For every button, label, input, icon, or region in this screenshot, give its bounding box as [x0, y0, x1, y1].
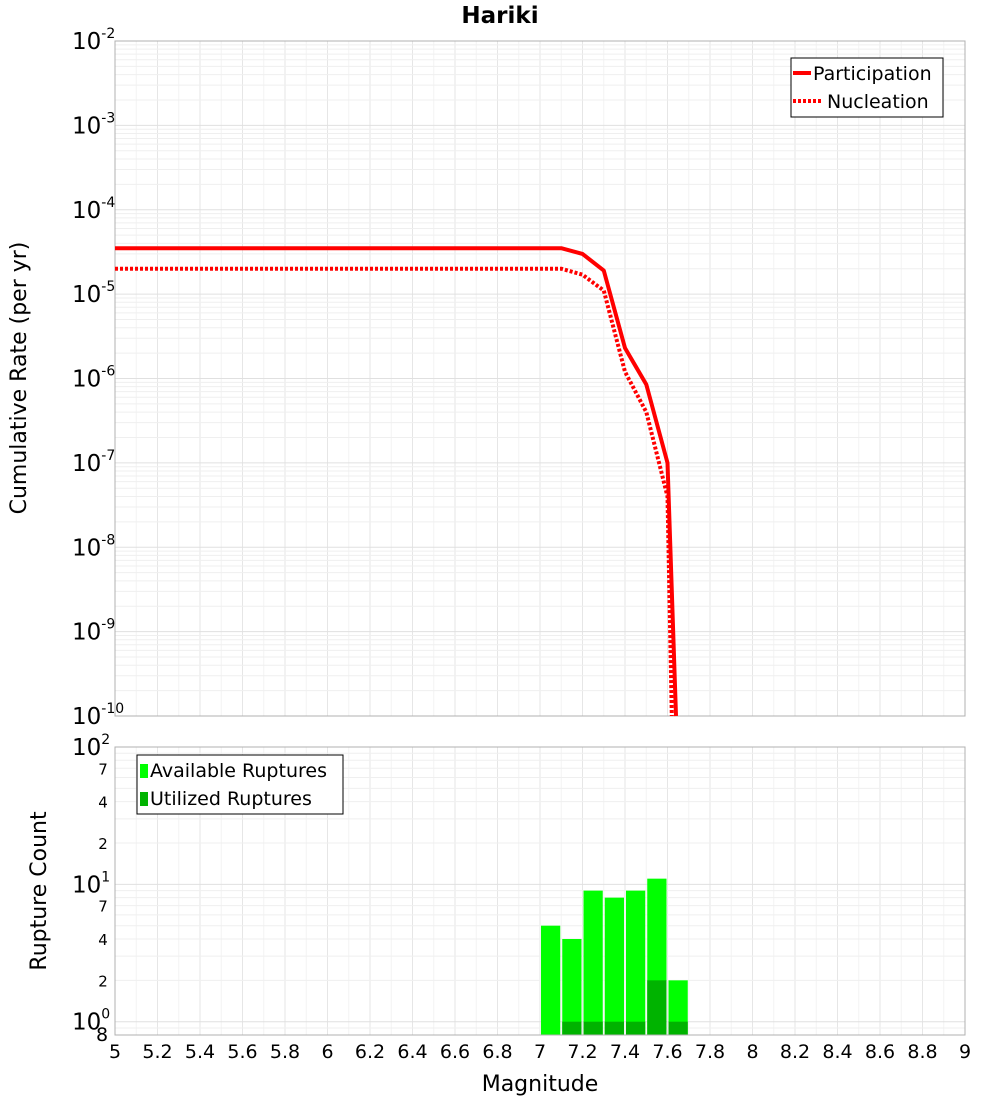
utilized-bar — [668, 1021, 688, 1035]
available-bar — [562, 939, 582, 1035]
count-y-minor-tick-label: 2 — [98, 835, 108, 853]
x-tick-label: 7.6 — [652, 1041, 682, 1063]
count-y-axis-label: Rupture Count — [27, 811, 52, 971]
count-grid — [114, 747, 966, 1036]
x-tick-label: 9 — [959, 1041, 971, 1063]
series-line-participation — [115, 246, 678, 717]
rate-y-axis-label: Cumulative Rate (per yr) — [7, 242, 32, 515]
x-tick-label: 8.2 — [780, 1041, 810, 1063]
rate-y-tick-label: 10-7 — [72, 448, 115, 477]
count-y-minor-tick-label: 4 — [98, 794, 108, 812]
utilized-bar — [604, 1021, 624, 1035]
available-bar — [583, 890, 603, 1035]
count-y-ticks: 102 101 100 7 4 2 7 4 2 8 — [72, 732, 110, 1046]
rate-panel: 10-2 10-3 10-4 10-5 10-6 10-7 10-8 10-9 10-10 Cu… — [7, 26, 966, 730]
rate-y-tick-label: 10-2 — [72, 26, 115, 55]
x-tick-label: 5.8 — [270, 1041, 300, 1063]
x-tick-label: 6 — [321, 1041, 333, 1063]
legend-nucleation-label: Nucleation — [827, 91, 929, 113]
count-bars — [541, 878, 688, 1035]
available-bar — [604, 897, 624, 1035]
rate-grid — [114, 41, 966, 717]
x-tick-label: 7.8 — [695, 1041, 725, 1063]
rate-plot-frame — [114, 40, 966, 717]
rate-y-tick-label: 10-10 — [72, 701, 124, 730]
x-tick-label: 6.4 — [397, 1041, 427, 1063]
count-y-minor-tick-label: 7 — [98, 760, 108, 778]
count-y-minor-tick-label: 8 — [96, 1024, 108, 1046]
legend-utilized-label: Utilized Ruptures — [150, 788, 312, 810]
x-tick-label: 7.2 — [567, 1041, 597, 1063]
x-tick-label: 6.2 — [355, 1041, 385, 1063]
rate-series — [115, 246, 678, 717]
count-plot-frame — [114, 746, 966, 1036]
x-tick-label: 8.4 — [822, 1041, 852, 1063]
series-line-nucleation — [115, 266, 674, 717]
legend-participation-label: Participation — [813, 63, 932, 85]
utilized-bar — [562, 1021, 582, 1035]
legend-available-swatch — [140, 764, 148, 778]
magnitude-x-ticks: 5 5.2 5.4 5.6 5.8 6 6.2 6.4 6.6 6.8 7 7.2 7.4 7.6 7.8 8… — [109, 1041, 971, 1063]
count-y-tick-label: 102 — [72, 732, 110, 761]
utilized-bar — [583, 1021, 603, 1035]
available-bar — [626, 890, 646, 1035]
utilized-bar — [647, 980, 667, 1035]
count-y-minor-tick-label: 4 — [98, 931, 108, 949]
x-tick-label: 6.6 — [440, 1041, 470, 1063]
x-tick-label: 8.6 — [865, 1041, 895, 1063]
rate-y-tick-label: 10-8 — [72, 532, 115, 561]
count-y-minor-tick-label: 2 — [98, 972, 108, 990]
count-legend-box — [136, 754, 344, 815]
x-tick-label: 6.8 — [482, 1041, 512, 1063]
utilized-bar — [626, 1021, 646, 1035]
x-tick-label: 5.2 — [142, 1041, 172, 1063]
rate-y-tick-label: 10-5 — [72, 279, 115, 308]
x-tick-label: 7 — [534, 1041, 546, 1063]
rate-y-tick-label: 10-9 — [72, 617, 115, 646]
x-tick-label: 8.8 — [907, 1041, 937, 1063]
legend-utilized-swatch — [140, 792, 148, 806]
count-y-minor-tick-label: 7 — [98, 898, 108, 916]
available-bar — [541, 925, 561, 1035]
rate-y-tick-label: 10-3 — [72, 110, 115, 139]
rate-legend: Participation Nucleation — [790, 57, 944, 118]
x-tick-label: 5 — [109, 1041, 121, 1063]
count-y-tick-label: 100 — [72, 1007, 110, 1036]
x-tick-label: 7.4 — [610, 1041, 640, 1063]
x-axis-label: Magnitude — [482, 1072, 599, 1097]
chart-title: Hariki — [461, 3, 538, 29]
count-y-tick-label: 101 — [72, 869, 110, 898]
x-tick-label: 5.4 — [185, 1041, 215, 1063]
rate-y-tick-label: 10-4 — [72, 195, 115, 224]
rate-y-ticks: 10-2 10-3 10-4 10-5 10-6 10-7 10-8 10-9 10-10 — [72, 26, 124, 730]
rate-legend-box — [790, 57, 944, 118]
count-legend: Available Ruptures Utilized Ruptures — [136, 754, 344, 815]
x-tick-label: 5.6 — [227, 1041, 257, 1063]
rate-y-tick-label: 10-6 — [72, 364, 115, 393]
count-panel: 102 101 100 7 4 2 7 4 2 8 5 5.2 5.4 5.6 5.8 6 6.2 6.4 6.6… — [27, 732, 971, 1097]
legend-available-label: Available Ruptures — [150, 760, 327, 782]
x-tick-label: 8 — [746, 1041, 758, 1063]
available-bar — [668, 980, 688, 1035]
